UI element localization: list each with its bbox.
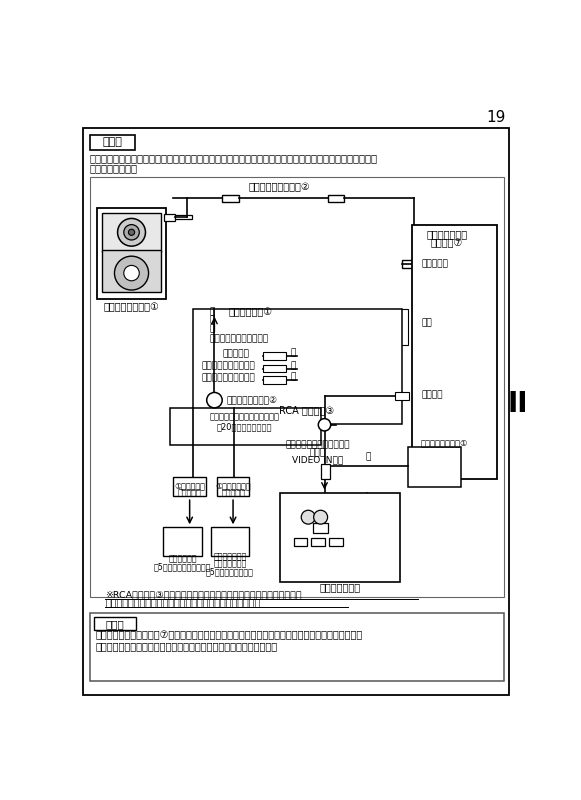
Circle shape [302, 510, 315, 524]
Text: ナビゲーション付属のハーネス: ナビゲーション付属のハーネス [210, 413, 279, 422]
Circle shape [314, 510, 328, 524]
Circle shape [318, 418, 331, 431]
Text: コネクター: コネクター [221, 489, 245, 498]
Bar [328, 194, 344, 202]
Bar [163, 527, 202, 557]
Text: コントローラー: コントローラー [426, 229, 468, 239]
Bar [311, 538, 325, 546]
Text: ※RCAケーブル③との接続方法はナビゲーションによって異なります。: ※RCAケーブル③との接続方法はナビゲーションによって異なります。 [105, 590, 302, 599]
Circle shape [114, 256, 149, 290]
Text: カメラ入力: カメラ入力 [421, 259, 449, 268]
Text: バックアイカメラ①: バックアイカメラ① [103, 302, 159, 312]
Text: 付属のハーネス: 付属のハーネス [213, 560, 246, 569]
Text: 黑: 黑 [365, 452, 371, 461]
Text: （未使用）: （未使用） [222, 350, 249, 358]
Bar [210, 527, 249, 557]
Circle shape [207, 393, 222, 408]
Text: 電源ハーネス①: 電源ハーネス① [229, 307, 273, 318]
Bar [263, 353, 286, 360]
Bar [164, 214, 175, 221]
Text: 緑: 緑 [210, 315, 215, 325]
Text: または: または [310, 448, 325, 457]
Bar [173, 477, 206, 496]
Text: スイッチハーネス①: スイッチハーネス① [421, 438, 468, 447]
Text: 黑: 黑 [291, 373, 296, 382]
Text: （20ピンスコネクタ）: （20ピンスコネクタ） [217, 422, 272, 432]
Bar [89, 614, 504, 682]
Text: 車図ハーネス: 車図ハーネス [168, 554, 197, 563]
Circle shape [128, 230, 135, 235]
Bar [263, 376, 286, 384]
Text: ギボシ端子（未使用）: ギボシ端子（未使用） [201, 362, 255, 370]
Circle shape [117, 218, 145, 246]
Text: 橙: 橙 [291, 349, 296, 358]
Text: 結線図: 結線図 [102, 138, 122, 147]
Bar [402, 260, 416, 268]
Bar [102, 250, 161, 292]
Circle shape [124, 266, 139, 281]
Bar [293, 538, 307, 546]
Text: ナビゲーション: ナビゲーション [320, 582, 361, 592]
Text: 茶: 茶 [291, 361, 296, 370]
Text: ユニット⑦: ユニット⑦ [431, 238, 463, 248]
Bar [94, 618, 136, 630]
Bar [89, 177, 504, 597]
Text: 認してください。: 認してください。 [89, 163, 138, 174]
Bar [175, 215, 192, 219]
Text: 置にあると、雨水等がかかるおそれがあり、故障の原因となります。: 置にあると、雨水等がかかるおそれがあり、故障の原因となります。 [96, 641, 278, 650]
Text: ①の５ピンス: ①の５ピンス [174, 481, 205, 490]
Text: エレクトロタップ②: エレクトロタップ② [227, 396, 278, 405]
Text: ナビゲーション: ナビゲーション [213, 552, 246, 561]
Bar [321, 464, 330, 479]
Text: 接続するナビゲーションの取り説明書を参照してください。: 接続するナビゲーションの取り説明書を参照してください。 [105, 599, 260, 608]
Text: 注　記: 注 記 [105, 619, 124, 630]
Bar [280, 494, 400, 582]
Text: （5ピンメスコネクター）: （5ピンメスコネクター） [154, 562, 211, 572]
Bar [313, 522, 328, 534]
Bar [394, 309, 408, 346]
Text: カメラ延長ハーネス②: カメラ延長ハーネス② [249, 182, 310, 192]
Text: 映像出力: 映像出力 [421, 390, 443, 399]
Text: 紫: 紫 [210, 324, 215, 333]
Bar [395, 393, 409, 400]
Text: バックアイカメラケーブル: バックアイカメラケーブル [285, 440, 350, 450]
Bar [217, 477, 249, 496]
Text: バックアイカメラ対応ナビゲーションおよびバックアイカメラケーブルの要否については用品カタログで確: バックアイカメラ対応ナビゲーションおよびバックアイカメラケーブルの要否については… [89, 154, 378, 163]
Bar [170, 408, 321, 445]
Bar [263, 365, 286, 373]
Text: ギボシ端子（未使用）: ギボシ端子（未使用） [201, 374, 255, 382]
Bar [102, 213, 161, 251]
Bar [193, 309, 402, 424]
Text: コントローラーユニット⑦はシート下に確実に隠れる位置に取り付けてください。シート下以外の位: コントローラーユニット⑦はシート下に確実に隠れる位置に取り付けてください。シート… [96, 630, 363, 640]
Text: ①の５ピンメス: ①の５ピンメス [215, 481, 251, 490]
Bar [222, 194, 239, 202]
Text: 電源: 電源 [421, 318, 432, 327]
Text: II: II [507, 390, 528, 418]
Text: 赤（アクセサリ電源へ）: 赤（アクセサリ電源へ） [210, 334, 269, 343]
Text: （5ピンスコネクタ）: （5ピンスコネクタ） [206, 567, 254, 576]
Bar [89, 134, 135, 150]
Bar [408, 447, 461, 487]
Text: VIDEO IN端子: VIDEO IN端子 [292, 456, 343, 465]
Circle shape [124, 225, 139, 240]
Bar [98, 209, 166, 299]
Bar [412, 225, 497, 478]
Text: 19: 19 [486, 110, 505, 125]
Text: コネクター: コネクター [178, 489, 202, 498]
Text: 青: 青 [210, 307, 215, 316]
Text: RCA ケーブル③: RCA ケーブル③ [279, 405, 334, 415]
Bar [329, 538, 343, 546]
